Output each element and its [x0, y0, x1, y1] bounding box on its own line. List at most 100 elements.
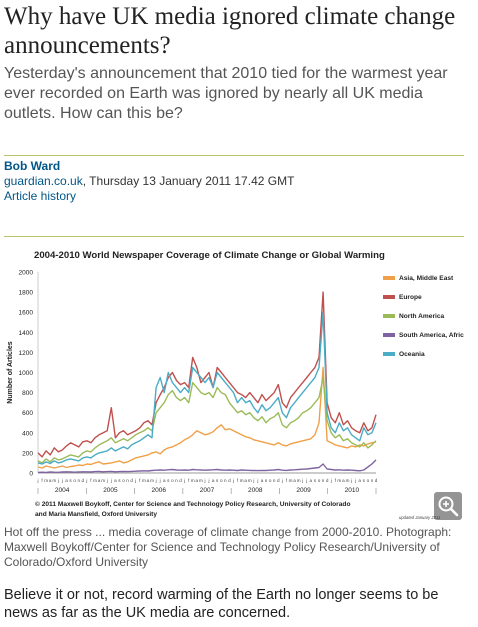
- x-month-label: a: [147, 478, 150, 483]
- x-year-label: 2004: [55, 487, 70, 494]
- x-month-label: n: [77, 478, 80, 483]
- x-month-label: f: [237, 478, 239, 483]
- x-month-label: m: [44, 478, 48, 483]
- x-year-label: 2010: [345, 487, 360, 494]
- x-month-label: a: [310, 478, 313, 483]
- x-month-label: j: [159, 478, 161, 483]
- chart: 2004-2010 World Newspaper Coverage of Cl…: [7, 250, 464, 520]
- x-month-label: n: [322, 478, 325, 483]
- publication-date: , Thursday 13 January 2011 17.42 GMT: [82, 174, 295, 188]
- x-month-label: f: [139, 478, 141, 483]
- x-month-label: o: [367, 478, 370, 483]
- x-month-label: o: [318, 478, 321, 483]
- x-month-label: j: [281, 478, 283, 483]
- x-month-label: f: [335, 478, 337, 483]
- x-month-label: m: [142, 478, 146, 483]
- x-month-label: s: [314, 478, 317, 483]
- x-year-label: 2008: [248, 487, 263, 494]
- x-month-label: d: [228, 478, 231, 483]
- x-month-label: m: [150, 478, 154, 483]
- x-year-label: 2006: [151, 487, 166, 494]
- x-month-label: n: [371, 478, 374, 483]
- x-month-label: j: [301, 478, 303, 483]
- x-month-label: s: [118, 478, 121, 483]
- y-tick-label: 1000: [19, 370, 34, 377]
- x-month-label: s: [265, 478, 268, 483]
- series-line-0: [37, 366, 377, 469]
- author-link[interactable]: Bob Ward: [4, 159, 61, 173]
- x-month-label: m: [240, 478, 244, 483]
- x-month-label: j: [203, 478, 205, 483]
- photo-caption: Hot off the press ... media coverage of …: [4, 525, 452, 569]
- x-month-label: s: [167, 478, 170, 483]
- x-month-label: a: [114, 478, 117, 483]
- y-tick-label: 200: [22, 450, 33, 457]
- x-month-label: j: [110, 478, 112, 483]
- x-month-label: o: [171, 478, 174, 483]
- chart-updated-note: updated January 2011: [399, 515, 440, 520]
- x-month-label: m: [248, 478, 252, 483]
- x-month-label: j: [57, 478, 59, 483]
- x-month-label: m: [289, 478, 293, 483]
- y-tick-label: 1800: [19, 290, 34, 297]
- series-line-4: [37, 311, 377, 465]
- y-axis-label: Number of Articles: [7, 341, 14, 403]
- legend-swatch-0: [383, 276, 395, 280]
- legend-label-3: South America, Africa: [399, 332, 464, 339]
- legend-swatch-3: [383, 333, 395, 337]
- x-month-label: j: [106, 478, 108, 483]
- y-tick-label: 800: [22, 390, 33, 397]
- series-line-3: [37, 459, 377, 474]
- standfirst: Yesterday's announcement that 2010 tied …: [4, 65, 448, 122]
- x-month-label: m: [297, 478, 301, 483]
- headline: Why have UK media ignored climate change…: [4, 3, 456, 59]
- article-history-link[interactable]: Article history: [4, 189, 77, 203]
- x-month-label: s: [69, 478, 72, 483]
- chart-credit-line1: © 2011 Maxwell Boykoff, Center for Scien…: [35, 500, 350, 508]
- x-month-label: a: [342, 478, 345, 483]
- x-month-label: a: [358, 478, 361, 483]
- x-month-label: o: [73, 478, 76, 483]
- dateline: guardian.co.uk, Thursday 13 January 2011…: [4, 174, 294, 188]
- x-month-label: j: [85, 478, 87, 483]
- x-year-label: 2009: [296, 487, 311, 494]
- x-month-label: j: [330, 478, 332, 483]
- x-month-label: a: [212, 478, 215, 483]
- x-month-label: j: [208, 478, 210, 483]
- x-month-label: j: [61, 478, 63, 483]
- magnifier-plus-icon[interactable]: [434, 492, 462, 520]
- x-month-label: n: [224, 478, 227, 483]
- x-month-label: s: [363, 478, 366, 483]
- chart-figure[interactable]: 2004-2010 World Newspaper Coverage of Cl…: [4, 241, 464, 522]
- x-month-label: n: [126, 478, 129, 483]
- x-month-label: j: [36, 478, 38, 483]
- x-month-label: m: [52, 478, 56, 483]
- x-month-label: d: [326, 478, 329, 483]
- x-month-label: o: [122, 478, 125, 483]
- chart-title: 2004-2010 World Newspaper Coverage of Cl…: [34, 250, 385, 261]
- y-tick-label: 1600: [19, 310, 34, 317]
- x-month-label: a: [261, 478, 264, 483]
- legend-swatch-4: [383, 352, 395, 356]
- x-month-label: f: [188, 478, 190, 483]
- x-month-label: s: [216, 478, 219, 483]
- x-month-label: m: [191, 478, 195, 483]
- x-month-label: d: [375, 478, 378, 483]
- x-month-label: n: [273, 478, 276, 483]
- article-body-paragraph: Believe it or not, record warming of the…: [4, 587, 439, 621]
- legend-swatch-1: [383, 295, 395, 299]
- x-month-label: d: [179, 478, 182, 483]
- x-month-label: f: [286, 478, 288, 483]
- x-month-label: f: [90, 478, 92, 483]
- legend-label-0: Asia, Middle East: [399, 275, 454, 282]
- legend-label-4: Oceania: [399, 351, 425, 358]
- x-month-label: d: [130, 478, 133, 483]
- divider: [4, 155, 464, 156]
- x-month-label: m: [199, 478, 203, 483]
- y-tick-label: 600: [22, 410, 33, 417]
- source-link[interactable]: guardian.co.uk: [4, 174, 83, 188]
- x-month-label: a: [65, 478, 68, 483]
- x-month-label: m: [337, 478, 341, 483]
- x-month-label: j: [256, 478, 258, 483]
- x-month-label: j: [134, 478, 136, 483]
